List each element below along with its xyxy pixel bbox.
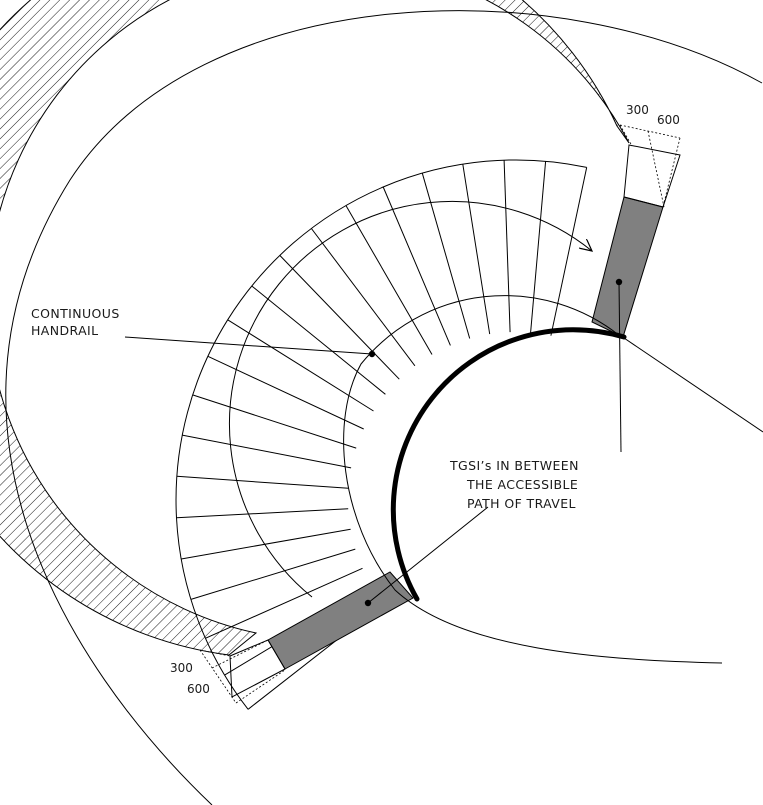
dim-bottom-600: 600 bbox=[187, 682, 210, 696]
outer-boundary-curve bbox=[5, 10, 763, 805]
hatched-wall bbox=[0, 0, 630, 656]
stair-tread-line bbox=[550, 167, 588, 336]
inner-line-right bbox=[623, 337, 763, 433]
stair-treads bbox=[175, 159, 588, 710]
stair-tread-line bbox=[227, 319, 374, 412]
tgsi-bottom-outline bbox=[229, 639, 286, 698]
dim-top-300: 300 bbox=[626, 103, 649, 117]
tgsi-top-outline bbox=[623, 144, 681, 208]
stair-tread-line bbox=[207, 355, 364, 430]
handrail-leader-dot bbox=[368, 350, 376, 358]
tgsi-bottom-leader bbox=[367, 506, 489, 604]
continuous-handrail bbox=[390, 327, 627, 602]
tgsi-bottom bbox=[267, 571, 414, 670]
tgsi-bottom-leader-dot bbox=[364, 599, 372, 607]
tgsi-label-line3: PATH OF TRAVEL bbox=[467, 496, 576, 511]
handrail-label-line2: HANDRAIL bbox=[31, 323, 99, 338]
stair-tread-line bbox=[182, 434, 352, 469]
stair-tread-line bbox=[503, 160, 511, 333]
handrail-label-line1: CONTINUOUS bbox=[31, 306, 120, 321]
dim-top-600: 600 bbox=[657, 113, 680, 127]
dim-bottom-300: 300 bbox=[170, 661, 193, 675]
top-dimension bbox=[619, 124, 681, 208]
travel-path-arrow bbox=[228, 200, 592, 598]
stair-tread-line bbox=[530, 161, 547, 333]
tgsi-label-line2: THE ACCESSIBLE bbox=[466, 477, 578, 492]
handrail-leader bbox=[124, 336, 373, 355]
tgsi-label-line1: TGSI’s IN BETWEEN bbox=[449, 458, 579, 473]
stair-tread-line bbox=[462, 164, 491, 335]
stair-tread-line bbox=[190, 548, 356, 600]
stair-tread-line bbox=[311, 228, 416, 367]
stair-tread-line bbox=[181, 528, 351, 560]
inner-landing-curve bbox=[343, 295, 723, 664]
stair-tread-line bbox=[382, 186, 451, 346]
bottom-dimension bbox=[199, 639, 286, 704]
stair-outer-edge bbox=[175, 159, 587, 710]
stair-tread-line bbox=[279, 255, 400, 380]
stair-tread-line bbox=[345, 205, 433, 355]
stair-tread-line bbox=[205, 567, 363, 639]
tgsi-top bbox=[591, 196, 664, 338]
stair-tread-line bbox=[176, 475, 349, 489]
tgsi-top-leader-dot bbox=[615, 278, 623, 286]
stair-tread-line bbox=[192, 394, 357, 449]
stair-tread-line bbox=[176, 508, 349, 519]
tgsi-top-leader bbox=[618, 281, 622, 453]
stair-tread-line bbox=[421, 173, 471, 339]
stair-tread-line bbox=[251, 285, 386, 395]
